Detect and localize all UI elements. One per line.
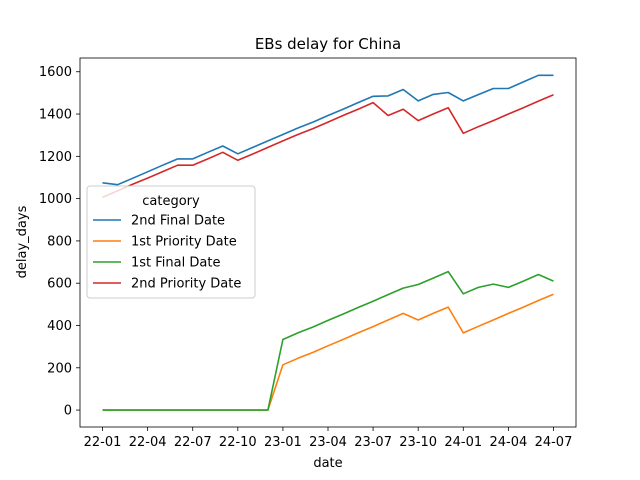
legend-title: category [142, 194, 200, 209]
y-tick-label: 1200 [39, 150, 72, 165]
legend-label: 1st Final Date [131, 256, 220, 271]
x-tick-label: 22-07 [174, 435, 212, 450]
y-tick-label: 1600 [39, 65, 72, 80]
x-tick-label: 22-01 [84, 435, 122, 450]
y-tick-label: 800 [47, 234, 72, 249]
plot-frame [79, 57, 577, 428]
series-line [102, 94, 554, 199]
x-axis-label: date [313, 456, 342, 471]
x-tick-label: 23-01 [264, 435, 302, 450]
legend-label: 2nd Final Date [131, 214, 225, 229]
series-line [102, 270, 554, 411]
y-tick-label: 200 [47, 361, 72, 376]
y-tick-label: 1000 [39, 192, 72, 207]
y-axis: 0 200 400 600 800 1000 1200 1400 1600 [39, 65, 80, 419]
legend: category 2nd Final Date 1st Priority Date… [86, 185, 256, 299]
x-tick-label: 23-10 [399, 435, 437, 450]
y-tick-label: 600 [47, 277, 72, 292]
x-tick-label: 24-07 [535, 435, 573, 450]
x-tick-label: 24-04 [489, 435, 527, 450]
legend-box [86, 185, 256, 299]
series-2nd-priority-date [102, 94, 554, 199]
legend-label: 2nd Priority Date [131, 277, 241, 292]
x-tick-label: 23-07 [354, 435, 392, 450]
x-tick-label: 22-04 [129, 435, 167, 450]
series-line [102, 74, 554, 186]
series-layer [102, 74, 554, 411]
x-tick-label: 22-10 [219, 435, 257, 450]
y-tick-label: 0 [64, 404, 72, 419]
series-1st-final-date [102, 270, 554, 411]
y-tick-label: 400 [47, 319, 72, 334]
x-tick-label: 24-01 [444, 435, 482, 450]
x-axis: 22-01 22-04 22-07 22-10 23-01 23-04 23-07 23-10… [84, 427, 573, 450]
chart-title: EBs delay for China [255, 35, 401, 53]
series-2nd-final-date [102, 74, 554, 186]
legend-label: 1st Priority Date [131, 235, 237, 250]
x-tick-label: 23-04 [309, 435, 347, 450]
y-axis-label: delay_days [15, 205, 30, 278]
y-tick-label: 1400 [39, 108, 72, 123]
